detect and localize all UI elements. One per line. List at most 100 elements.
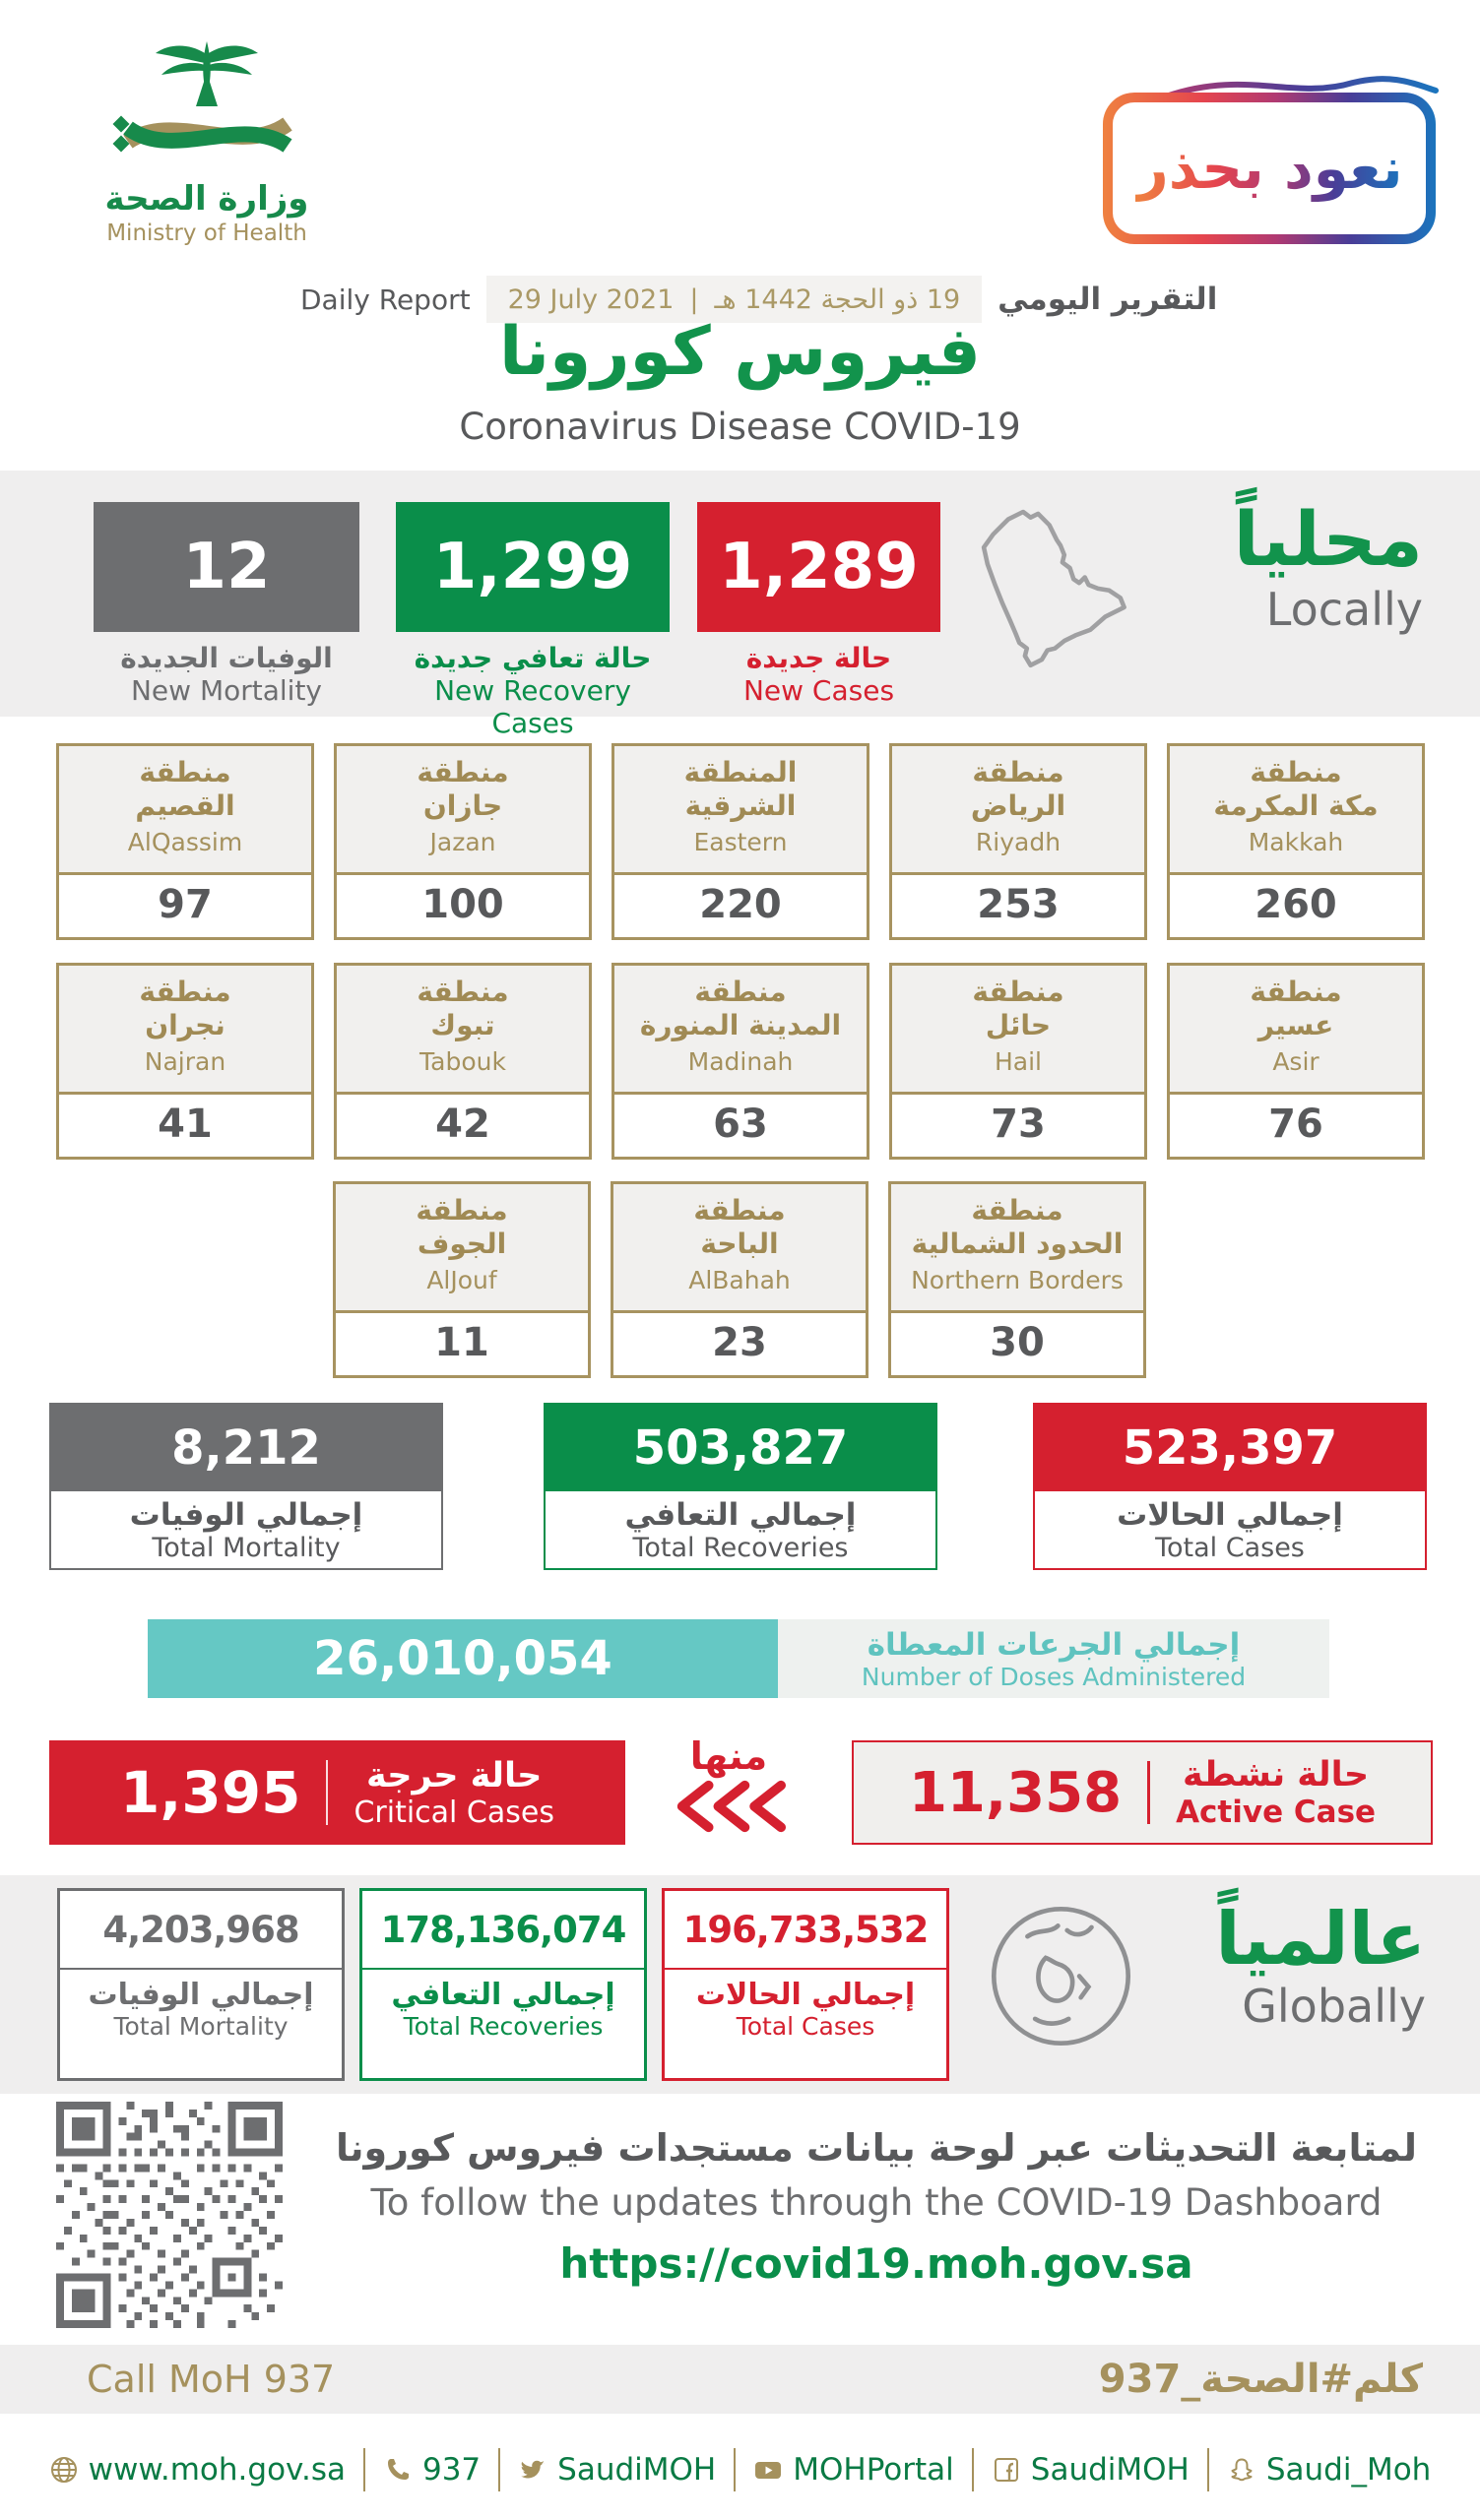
footer-link-phone[interactable]: 937 [383,2452,481,2488]
divider [1206,2448,1209,2491]
footer-links: www.moh.gov.sa 937 SaudiMOH MOHPortal [0,2435,1480,2504]
dashboard-line-ar: لمتابعة التحديثات عبر لوحة بيانات مستجدا… [336,2126,1417,2170]
footer-link-facebook[interactable]: SaudiMOH [992,2452,1190,2488]
critical-cases-box: 1,395 حالة حرجة Critical Cases [49,1740,625,1845]
region-name-ar: منطقة [1250,976,1342,1008]
triple-chevron-left-icon [676,1780,786,1833]
footer-link-label: 937 [421,2452,482,2488]
total-mortality-box: 8,212 إجمالي الوفيات Total Mortality [49,1403,443,1570]
active-cases-label-en: Active Case [1176,1795,1377,1830]
new-recovery-stat: 1,299 حالة تعافي جديدة New Recovery Case… [396,502,670,739]
region-value: 76 [1268,1102,1323,1147]
region-name-en: Tabouk [419,1047,506,1076]
total-cases-box: 523,397 إجمالي الحالات Total Cases [1033,1403,1427,1570]
total-cases-label-ar: إجمالي الحالات [1117,1497,1343,1533]
facebook-icon [994,2458,1018,2482]
global-cases-box: 196,733,532 إجمالي الحالات Total Cases [662,1888,949,2081]
global-cases-label-ar: إجمالي الحالات [695,1978,916,2012]
date-box: 29 July 2021 | 19 ذو الحجة 1442 هـ [485,276,983,323]
region-row-2: منطقة نجران Najran 41 منطقة تبوك Tabouk 42 م… [56,963,1425,1160]
new-mortality-stat: 12 الوفيات الجديدة New Mortality [94,502,359,707]
global-cases-value: 196,733,532 [682,1908,930,1951]
doses-label-en: Number of Doses Administered [861,1662,1247,1691]
region-name-en: Northern Borders [911,1266,1124,1294]
region-name-ar2: القصيم [135,789,235,822]
divider [734,2448,737,2491]
region-name-ar2: نجران [145,1009,225,1041]
region-card-riyadh: منطقة الرياض Riyadh 253 [889,743,1147,940]
total-recoveries-label-en: Total Recoveries [632,1533,849,1563]
region-card-najran: منطقة نجران Najran 41 [56,963,314,1160]
qr-code [56,2102,283,2328]
region-value: 30 [990,1320,1045,1365]
locally-section: 12 الوفيات الجديدة New Mortality 1,299 ح… [0,471,1480,739]
region-card-northern-borders: منطقة الحدود الشمالية Northern Borders 30 [888,1181,1146,1378]
global-recoveries-value: 178,136,074 [380,1908,627,1951]
call-moh-english: Call MoH 937 [87,2358,336,2401]
region-name-ar: منطقة [693,1194,786,1227]
global-cases-label-en: Total Cases [736,2012,875,2041]
global-recoveries-label-en: Total Recoveries [403,2012,604,2041]
region-name-ar2: الباحة [700,1228,779,1260]
critical-cases-label-ar: حالة حرجة [366,1755,543,1796]
total-cases-label-en: Total Cases [1155,1533,1305,1563]
divider [1147,1761,1151,1824]
moh-logo: وزارة الصحة Ministry of Health [89,28,325,246]
new-mortality-label-en: New Mortality [130,674,323,707]
region-value: 11 [434,1320,489,1365]
footer-link-label: Saudi_Moh [1265,2452,1432,2488]
region-card-tabouk: منطقة تبوك Tabouk 42 [334,963,592,1160]
globally-heading-ar: عالمياً [1215,1897,1426,1982]
footer-link-website[interactable]: www.moh.gov.sa [49,2452,346,2488]
region-value: 42 [435,1102,490,1147]
call-moh-arabic: كلم#الصحة_937 [1098,2357,1423,2402]
critical-cases-label-en: Critical Cases [354,1795,554,1830]
divider [498,2448,501,2491]
region-name-ar: المنطقة [683,756,798,788]
locally-heading: محلياً Locally [1127,498,1423,636]
critical-cases-value: 1,395 [120,1759,301,1826]
region-name-ar2: جازان [422,789,503,822]
doses-value: 26,010,054 [148,1619,778,1698]
region-name-ar: منطقة [417,756,509,788]
footer-link-label: SaudiMOH [1030,2452,1190,2488]
new-cases-label-en: New Cases [742,674,895,707]
footer-link-youtube[interactable]: MOHPortal [753,2452,954,2488]
globally-section: 4,203,968 إجمالي الوفيات Total Mortality… [0,1875,1480,2094]
footer-link-snapchat[interactable]: Saudi_Moh [1227,2452,1431,2488]
region-value: 220 [699,882,782,927]
region-name-en: AlJouf [426,1266,497,1294]
region-name-ar: منطقة [971,1194,1063,1227]
region-name-ar: منطقة [972,756,1064,788]
region-row-1: منطقة القصيم AlQassim 97 منطقة جازان Jazan 1… [56,743,1425,940]
date-separator: | [689,284,699,315]
region-name-ar: منطقة [1250,756,1342,788]
divider [326,1760,329,1825]
region-name-ar2: مكة المكرمة [1213,789,1379,822]
snapchat-icon [1231,2458,1253,2482]
badge-swoosh-icon [1163,76,1439,99]
report-header-row: Daily Report 29 July 2021 | 19 ذو الحجة … [300,276,1217,323]
daily-report-label-ar: التقرير اليومي [997,282,1218,317]
footer-link-label: MOHPortal [793,2452,954,2488]
logo-english-name: Ministry of Health [106,220,307,246]
region-name-en: Eastern [693,828,788,856]
dashboard-url-link[interactable]: https://covid19.moh.gov.sa [559,2239,1193,2288]
total-recoveries-value: 503,827 [546,1405,935,1491]
global-mortality-label-en: Total Mortality [113,2012,289,2041]
region-value: 97 [158,882,213,927]
new-cases-stat: 1,289 حالة جديدة New Cases [697,502,940,707]
globe-icon [50,2457,77,2483]
active-cases-value: 11,358 [908,1760,1123,1825]
new-recovery-label-en: New Recovery Cases [434,674,631,739]
new-mortality-value: 12 [94,502,359,632]
region-name-ar: منطقة [139,976,231,1008]
global-mortality-box: 4,203,968 إجمالي الوفيات Total Mortality [57,1888,345,2081]
doses-label-ar: إجمالي الجرعات المعطاة [867,1626,1241,1663]
region-card-aljouf: منطقة الجوف AlJouf 11 [333,1181,591,1378]
region-name-ar: منطقة [972,976,1064,1008]
footer-link-twitter[interactable]: SaudiMOH [518,2452,716,2488]
new-recovery-label-ar: حالة تعافي جديدة [414,642,652,674]
total-mortality-label-en: Total Mortality [152,1533,341,1563]
page-title-arabic: فيروس كورونا [498,313,981,391]
